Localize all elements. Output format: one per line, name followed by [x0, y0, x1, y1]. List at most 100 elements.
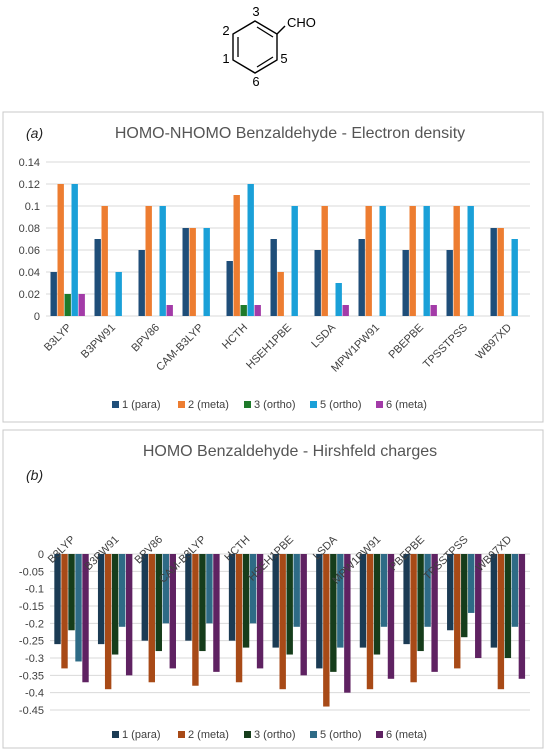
legend-swatch	[376, 401, 383, 408]
bar-5-ortho--lsda	[335, 283, 342, 316]
bar-2-meta--b3lyp	[57, 184, 64, 316]
legend-swatch	[310, 401, 317, 408]
bar-5-ortho--hcth	[247, 184, 254, 316]
legend-label: 1 (para)	[122, 729, 161, 741]
legend-swatch	[376, 731, 383, 738]
panel-a-label: (a)	[26, 125, 43, 141]
legend-label: 6 (meta)	[386, 399, 427, 411]
y-tick-label: 0.14	[19, 157, 40, 169]
bar-3-ortho--bpv86	[155, 554, 162, 652]
bar-3-ortho--pbepbe	[417, 554, 424, 652]
bar-5-ortho--hcth	[249, 554, 257, 624]
y-tick-label: -0.1	[25, 584, 44, 596]
bar-3-ortho--hcth	[240, 305, 247, 316]
bar-5-ortho--tpsstpss	[468, 554, 475, 613]
bar-6-meta--mpw1pw91	[387, 554, 395, 679]
legend-label: 3 (ortho)	[254, 399, 296, 411]
y-tick-label: 0.12	[19, 179, 40, 191]
bar-5-ortho--pbepbe	[423, 206, 430, 316]
bar-6-meta--wb97xd	[518, 554, 526, 679]
y-tick-label: 0.08	[19, 223, 40, 235]
bar-6-meta--tpsstpss	[475, 554, 482, 658]
bar-1-para--cam-b3lyp	[182, 228, 189, 316]
benzaldehyde-structure: 3 2 1 5 6 CHO	[222, 4, 316, 89]
bar-2-meta--b3pw91	[104, 554, 112, 690]
legend-label: 3 (ortho)	[254, 729, 296, 741]
bar-3-ortho--wb97xd	[504, 554, 512, 658]
legend-label: 5 (ortho)	[320, 399, 362, 411]
panel-b-label: (b)	[26, 467, 43, 483]
y-tick-label: -0.15	[19, 601, 44, 613]
bar-5-ortho--tpsstpss	[467, 206, 474, 316]
bar-1-para--bpv86	[141, 554, 148, 641]
y-tick-label: -0.05	[19, 566, 44, 578]
legend-label: 2 (meta)	[188, 729, 229, 741]
legend-swatch	[310, 731, 317, 738]
bar-6-meta--hseh1pbe	[300, 554, 307, 676]
legend-label: 2 (meta)	[188, 399, 229, 411]
y-tick-label: -0.25	[19, 636, 44, 648]
bar-1-para--b3lyp	[50, 272, 57, 316]
bar-3-ortho--b3lyp	[68, 554, 75, 631]
bar-3-ortho--tpsstpss	[461, 554, 468, 638]
bar-1-para--lsda	[316, 554, 323, 669]
legend-swatch	[178, 401, 185, 408]
bar-2-meta--hcth	[233, 195, 240, 316]
bar-5-ortho--b3lyp	[75, 554, 82, 662]
bar-3-ortho--b3lyp	[64, 294, 71, 316]
bar-2-meta--b3lyp	[61, 554, 68, 669]
legend-swatch	[178, 731, 185, 738]
position-6-label: 6	[252, 74, 259, 89]
y-tick-label: 0.02	[19, 289, 40, 301]
bar-2-meta--hcth	[235, 554, 243, 683]
bar-6-meta--hcth	[254, 305, 261, 316]
legend-label: 5 (ortho)	[320, 729, 362, 741]
plot-b: 0 -0.05 -0.1 -0.15 -0.2 -0.25 -0.3 -0.35 -0.4 -0.…	[19, 533, 530, 741]
y-tick-label: -0.4	[25, 688, 44, 700]
bar-2-meta--pbepbe	[410, 554, 417, 683]
position-1-label: 1	[222, 51, 229, 66]
bar-1-para--mpw1pw91	[358, 239, 365, 316]
bar-2-meta--pbepbe	[409, 206, 416, 316]
bar-1-para--wb97xd	[490, 228, 497, 316]
bar-6-meta--bpv86	[166, 305, 173, 316]
panel-a-title: HOMO-NHOMO Benzaldehyde - Electron densi…	[115, 125, 465, 142]
bar-2-meta--bpv86	[148, 554, 155, 683]
bar-6-meta--lsda	[342, 305, 349, 316]
benzene-ring	[232, 20, 278, 74]
bar-6-meta--b3pw91	[125, 554, 133, 676]
bar-5-ortho--wb97xd	[511, 239, 518, 316]
bar-2-meta--tpsstpss	[453, 206, 460, 316]
bar-5-ortho--bpv86	[162, 554, 169, 624]
y-tick-label: 0.06	[19, 245, 40, 257]
bar-3-ortho--b3pw91	[111, 554, 119, 655]
bar-6-meta--b3lyp	[82, 554, 89, 683]
bar-2-meta--hseh1pbe	[277, 272, 284, 316]
bar-1-para--tpsstpss	[447, 554, 454, 631]
position-2-label: 2	[222, 23, 229, 38]
bar-3-ortho--cam-b3lyp	[199, 554, 206, 652]
bar-2-meta--lsda	[321, 206, 328, 316]
bar-1-para--b3lyp	[54, 554, 61, 645]
bar-1-para--pbepbe	[402, 250, 409, 316]
y-tick-label: 0.04	[19, 267, 40, 279]
y-tick-label: 0	[38, 549, 44, 561]
bar-1-para--cam-b3lyp	[185, 554, 192, 641]
legend-swatch	[112, 401, 119, 408]
bar-5-ortho--hseh1pbe	[291, 206, 298, 316]
bar-1-para--hcth	[226, 261, 233, 316]
bar-3-ortho--hseh1pbe	[286, 554, 293, 655]
y-tick-label: -0.35	[19, 670, 44, 682]
bar-6-meta--pbepbe	[430, 305, 437, 316]
bar-1-para--mpw1pw91	[359, 554, 367, 648]
bar-6-meta--lsda	[344, 554, 351, 693]
bar-1-para--hcth	[228, 554, 236, 641]
ring-double-bond-3	[256, 56, 274, 68]
legend-label: 6 (meta)	[386, 729, 427, 741]
bar-5-ortho--mpw1pw91	[380, 554, 388, 627]
bar-2-meta--cam-b3lyp	[192, 554, 199, 686]
cho-label: CHO	[287, 15, 316, 30]
position-5-label: 5	[280, 51, 287, 66]
bar-3-ortho--mpw1pw91	[373, 554, 381, 655]
